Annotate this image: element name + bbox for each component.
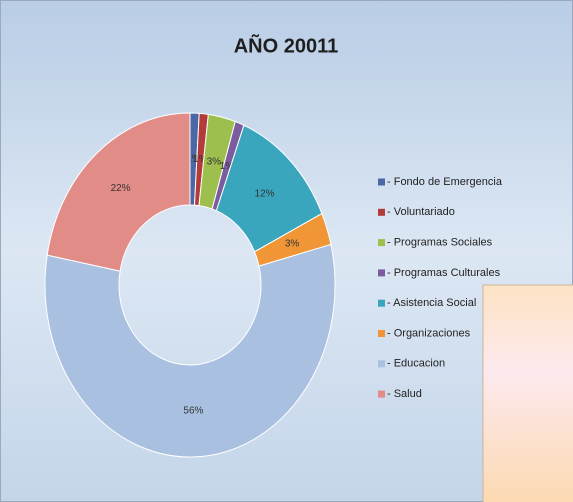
data-label: 3%	[285, 238, 300, 249]
legend-label: - Organizaciones	[387, 327, 471, 339]
data-label: 1%	[220, 161, 235, 172]
legend-label: - Asistencia Social	[387, 297, 476, 309]
legend-label: - Voluntariado	[387, 206, 455, 218]
data-label: 56%	[183, 406, 203, 417]
overlay-panel	[482, 284, 573, 502]
legend-swatch	[378, 360, 385, 368]
donut-slice	[46, 112, 191, 272]
legend-label: - Fondo de Emergencia	[387, 176, 503, 188]
legend-swatch	[378, 330, 385, 337]
donut-slice	[44, 243, 336, 458]
legend-label: - Programas Sociales	[387, 237, 493, 249]
data-label: 1%	[193, 154, 208, 165]
legend-swatch	[378, 390, 385, 398]
legend-swatch	[378, 239, 385, 247]
chart-title: AÑO 20011	[234, 34, 339, 57]
legend-swatch	[378, 208, 385, 216]
legend-swatch	[378, 269, 385, 277]
data-label: 1%	[186, 154, 201, 165]
data-label: 3%	[207, 157, 222, 168]
data-label: 22%	[111, 183, 131, 194]
legend-label: - Programas Culturales	[387, 267, 501, 279]
donut: 1%1% 3%1%12%3%56%22%	[44, 112, 336, 458]
legend-swatch	[378, 299, 385, 307]
legend-label: - Educacion	[387, 358, 445, 370]
legend-label: - Salud	[387, 388, 422, 400]
data-label: 12%	[255, 188, 275, 199]
legend: - Fondo de Emergencia - Voluntariado - Pro…	[378, 176, 503, 400]
legend-swatch	[378, 178, 385, 186]
